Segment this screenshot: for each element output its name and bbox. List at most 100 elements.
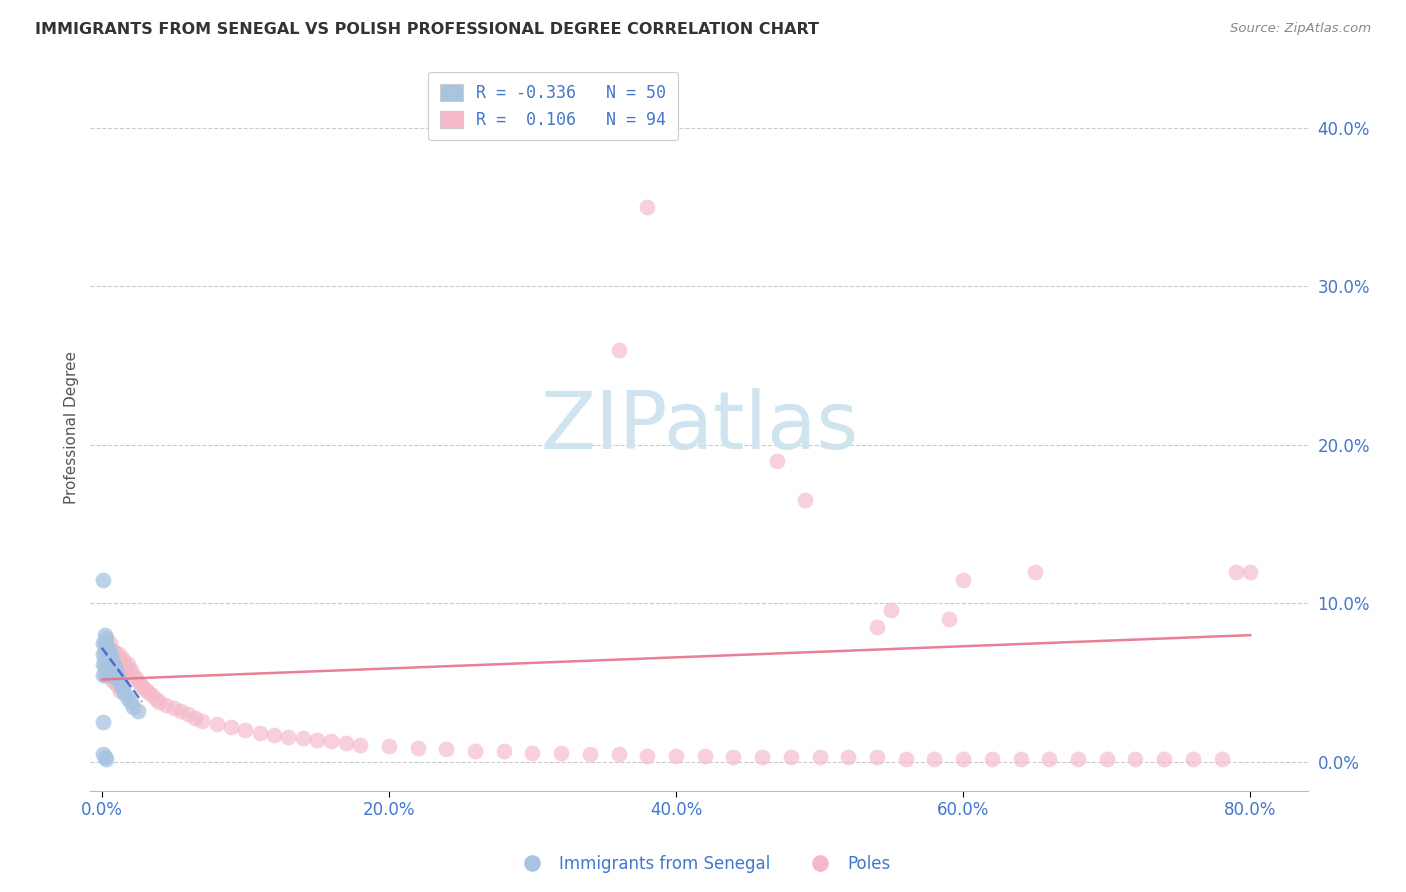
Point [866, 620, 889, 634]
Point [235, 723, 257, 738]
Point [110, 683, 132, 698]
Point [94, 632, 117, 646]
Point [866, 750, 889, 764]
Point [1225, 565, 1247, 579]
Point [636, 748, 658, 763]
Point [765, 453, 787, 467]
Point [492, 744, 515, 758]
Point [94, 663, 117, 677]
Point [91, 573, 114, 587]
Point [93, 636, 115, 650]
Point [96, 647, 118, 661]
Point [125, 671, 148, 685]
Point [191, 714, 214, 728]
Point [1010, 752, 1032, 766]
Point [104, 650, 127, 665]
Point [205, 717, 228, 731]
Point [141, 689, 163, 703]
Point [1239, 565, 1261, 579]
Point [111, 679, 134, 693]
Legend: Immigrants from Senegal, Poles: Immigrants from Senegal, Poles [509, 848, 897, 880]
Point [94, 647, 117, 661]
Point [607, 343, 630, 357]
Point [107, 679, 129, 693]
Point [98, 644, 121, 658]
Point [665, 748, 688, 763]
Point [464, 744, 486, 758]
Point [522, 746, 544, 760]
Point [1038, 752, 1060, 766]
Point [607, 747, 630, 761]
Point [751, 750, 773, 764]
Point [162, 701, 184, 715]
Point [100, 636, 122, 650]
Point [170, 704, 193, 718]
Point [94, 663, 117, 677]
Point [94, 639, 117, 653]
Point [101, 668, 124, 682]
Point [723, 750, 745, 764]
Point [307, 732, 329, 747]
Point [378, 739, 401, 754]
Point [693, 748, 716, 763]
Point [120, 663, 142, 677]
Point [114, 663, 136, 677]
Point [122, 699, 145, 714]
Point [952, 573, 974, 587]
Point [335, 736, 357, 750]
Point [107, 655, 129, 669]
Point [263, 728, 285, 742]
Point [111, 660, 134, 674]
Legend: R = -0.336   N = 50, R =  0.106   N = 94: R = -0.336 N = 50, R = 0.106 N = 94 [427, 72, 678, 140]
Point [104, 660, 127, 674]
Point [96, 640, 118, 655]
Point [291, 731, 314, 746]
Point [112, 657, 135, 671]
Point [980, 752, 1002, 766]
Text: ZIPatlas: ZIPatlas [540, 388, 858, 467]
Point [94, 752, 117, 766]
Point [794, 493, 817, 508]
Point [1125, 752, 1147, 766]
Point [894, 752, 917, 766]
Point [98, 668, 121, 682]
Y-axis label: Professional Degree: Professional Degree [65, 351, 79, 504]
Point [98, 668, 121, 682]
Point [136, 685, 159, 699]
Point [148, 695, 170, 709]
Point [98, 660, 121, 674]
Point [952, 752, 974, 766]
Point [105, 647, 128, 661]
Point [128, 675, 150, 690]
Point [105, 652, 128, 666]
Point [96, 655, 118, 669]
Point [100, 647, 122, 661]
Point [105, 663, 128, 677]
Point [406, 740, 429, 755]
Point [1181, 752, 1204, 766]
Point [112, 652, 135, 666]
Point [1095, 752, 1118, 766]
Point [100, 663, 122, 677]
Point [924, 752, 946, 766]
Point [100, 647, 122, 661]
Point [91, 668, 114, 682]
Point [110, 657, 132, 671]
Point [101, 652, 124, 666]
Point [880, 603, 903, 617]
Point [115, 660, 138, 674]
Point [1153, 752, 1175, 766]
Point [277, 730, 299, 744]
Point [105, 671, 128, 685]
Point [434, 742, 457, 756]
Point [321, 734, 343, 748]
Point [108, 673, 131, 687]
Point [94, 657, 117, 671]
Point [91, 636, 114, 650]
Point [117, 657, 139, 671]
Point [550, 746, 572, 760]
Point [780, 750, 803, 764]
Point [98, 640, 121, 655]
Point [155, 698, 177, 712]
Point [837, 750, 859, 764]
